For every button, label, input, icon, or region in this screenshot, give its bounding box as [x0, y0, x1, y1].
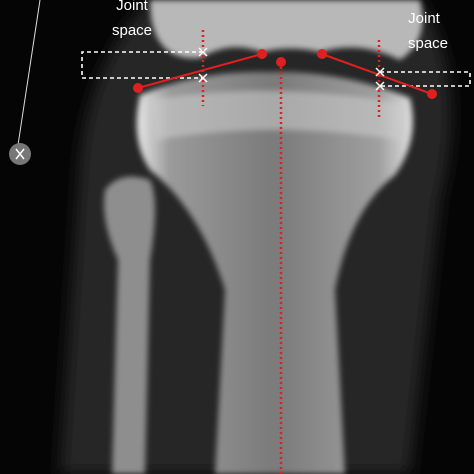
point	[257, 49, 267, 59]
cross	[198, 47, 208, 57]
femur	[150, 0, 423, 60]
point	[427, 89, 437, 99]
marker-cross	[15, 148, 25, 160]
tibial-plateau	[150, 90, 405, 140]
right-bracket	[380, 71, 471, 87]
label-line: space	[112, 22, 152, 39]
cross	[375, 81, 385, 91]
cross	[198, 73, 208, 83]
left-bracket	[81, 51, 203, 79]
point	[276, 57, 286, 67]
label-line: space	[408, 35, 448, 52]
tibia	[136, 71, 413, 474]
point	[317, 49, 327, 59]
label-line: Joint	[116, 0, 149, 14]
point	[133, 83, 143, 93]
medial-plateau-line	[137, 53, 263, 89]
fibula	[103, 176, 155, 474]
marker-string	[17, 0, 41, 146]
cross	[375, 67, 385, 77]
label-line: Joint	[408, 10, 441, 27]
